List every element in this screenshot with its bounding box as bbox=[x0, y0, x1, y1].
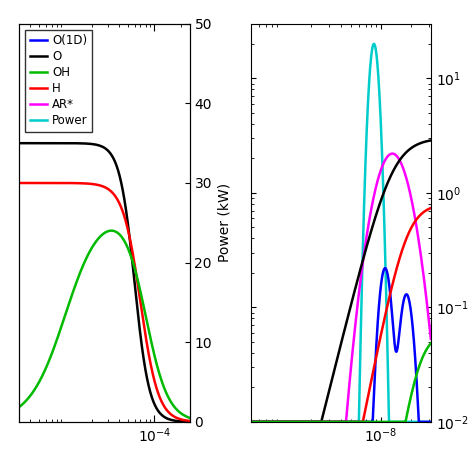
Y-axis label: Power (kW): Power (kW) bbox=[218, 183, 232, 262]
Legend: O(1D), O, OH, H, AR*, Power: O(1D), O, OH, H, AR*, Power bbox=[25, 29, 92, 132]
